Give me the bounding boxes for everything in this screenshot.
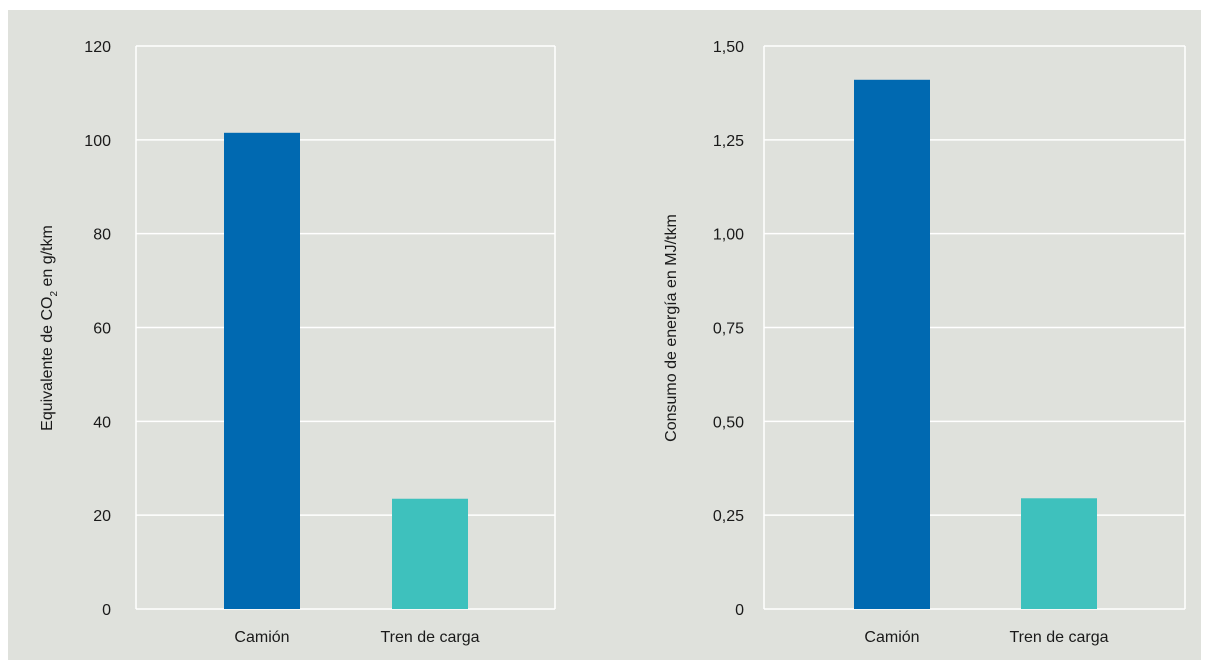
energy-ytick-6: 1,50: [713, 39, 744, 56]
co2-ytick-4: 80: [93, 227, 111, 244]
energy-ticks: 0 0,25 0,50 0,75 1,00 1,25 1,50: [713, 39, 744, 619]
co2-ylabel-prefix: Equivalente de CO: [39, 297, 56, 431]
energy-ytick-0: 0: [735, 602, 744, 619]
energy-ytick-4: 1,00: [713, 227, 744, 244]
co2-ylabel-subscript: 2: [49, 291, 60, 297]
chart-co2: 0 20 40 60 80 100 120 Camión Tren de car…: [39, 39, 556, 646]
energy-ytick-1: 0,25: [713, 508, 744, 525]
energy-ylabel: Consumo de energía en MJ/tkm: [663, 214, 680, 442]
co2-ytick-5: 100: [84, 133, 111, 150]
co2-ytick-1: 20: [93, 508, 111, 525]
co2-xtick-camion: Camión: [234, 629, 289, 646]
energy-grid: [763, 45, 1186, 610]
energy-ytick-5: 1,25: [713, 133, 744, 150]
co2-ytick-0: 0: [102, 602, 111, 619]
co2-ytick-2: 40: [93, 414, 111, 431]
co2-ytick-3: 60: [93, 321, 111, 338]
energy-ytick-2: 0,50: [713, 414, 744, 431]
co2-grid: [135, 45, 556, 610]
chart-panel: [8, 10, 1201, 660]
energy-ylabel-prefix: Consumo de energía en MJ/tkm: [663, 214, 680, 442]
energy-xtick-camion: Camión: [864, 629, 919, 646]
co2-bar-tren: [392, 498, 468, 609]
chart-energy: 0 0,25 0,50 0,75 1,00 1,25 1,50 Camión T…: [663, 39, 1186, 646]
co2-xtick-tren: Tren de carga: [380, 629, 479, 646]
energy-ytick-3: 0,75: [713, 321, 744, 338]
energy-bar-camion: [854, 79, 930, 609]
co2-ylabel-suffix: en g/tkm: [39, 225, 56, 291]
co2-ticks: 0 20 40 60 80 100 120: [84, 39, 111, 619]
energy-bar-tren: [1021, 498, 1097, 609]
co2-ylabel: Equivalente de CO2 en g/tkm: [39, 225, 60, 431]
co2-bar-camion: [224, 132, 300, 609]
energy-xtick-tren: Tren de carga: [1009, 629, 1108, 646]
co2-ytick-6: 120: [84, 39, 111, 56]
